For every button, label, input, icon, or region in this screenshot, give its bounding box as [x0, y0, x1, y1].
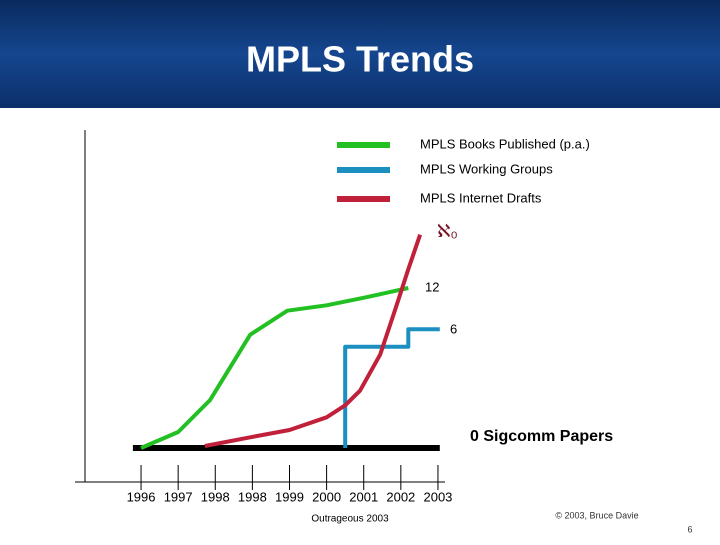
- footer-right: © 2003, Bruce Davie: [555, 510, 638, 520]
- x-tick-label: 2003: [423, 489, 452, 504]
- x-tick-label: 2001: [349, 489, 378, 504]
- x-tick-label: 1998: [201, 489, 230, 504]
- x-tick-label: 1999: [275, 489, 304, 504]
- annotation: 0 Sigcomm Papers: [470, 428, 613, 445]
- series-line: [140, 286, 409, 450]
- footer-left: Outrageous 2003: [311, 514, 389, 525]
- legend-label: MPLS Books Published (p.a.): [420, 136, 590, 151]
- legend-label: MPLS Working Groups: [420, 161, 553, 176]
- annotation: ℵ₀: [437, 221, 458, 241]
- series-line: [343, 327, 440, 448]
- slide-title: MPLS Trends: [246, 39, 474, 80]
- x-tick-label: 1998: [238, 489, 267, 504]
- x-tick-label: 1997: [164, 489, 193, 504]
- x-tick-label: 2002: [386, 489, 415, 504]
- page-number: 6: [687, 524, 692, 534]
- header-band: [0, 0, 720, 108]
- x-tick-label: 1996: [127, 489, 156, 504]
- annotation: 12: [425, 279, 439, 294]
- annotation: 6: [450, 321, 457, 336]
- x-tick-label: 2000: [312, 489, 341, 504]
- series-line: [204, 234, 422, 448]
- legend-label: MPLS Internet Drafts: [420, 190, 542, 205]
